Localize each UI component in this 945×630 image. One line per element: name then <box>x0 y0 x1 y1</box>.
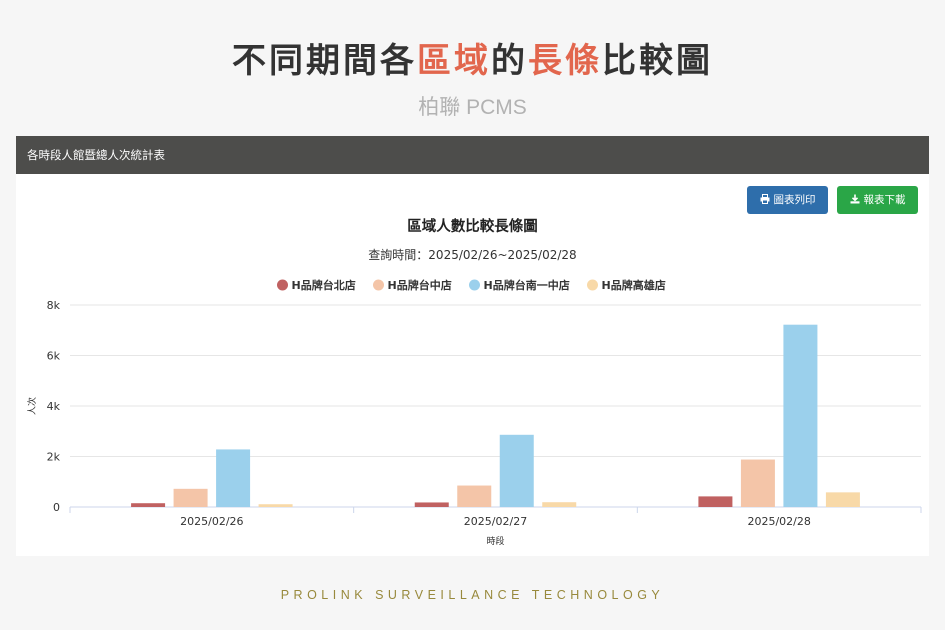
y-tick-label: 6k <box>47 350 61 363</box>
print-button-label: 圖表列印 <box>773 194 816 206</box>
footer-brand: PROLINK SURVEILLANCE TECHNOLOGY <box>280 588 665 602</box>
legend-marker <box>587 279 598 291</box>
print-chart-button[interactable]: 圖表列印 <box>747 186 828 214</box>
title-part-1: 不同期間各 <box>232 41 417 81</box>
y-tick-label: 8k <box>47 299 61 312</box>
chart-title: 區域人數比較長條圖 <box>407 219 538 235</box>
download-report-button[interactable]: 報表下載 <box>837 186 918 214</box>
x-tick-label: 2025/02/27 <box>464 515 527 528</box>
panel-header: 各時段人館暨總人次統計表 <box>16 136 929 174</box>
download-button-label: 報表下載 <box>863 194 906 206</box>
x-axis-title: 時段 <box>486 535 504 547</box>
page-subtitle: 柏聯 PCMS <box>418 96 527 119</box>
bar <box>783 324 818 507</box>
y-tick-label: 0 <box>53 501 60 514</box>
bar <box>740 459 775 507</box>
bar-chart: 0 2k 4k 6k 8k 人次 2025/02/26 2025/02/27 2025/02/2… <box>26 278 922 547</box>
legend-marker <box>373 279 384 291</box>
title-accent-2: 長條 <box>528 41 602 81</box>
y-tick-label: 2k <box>47 451 61 464</box>
x-tick-label: 2025/02/28 <box>747 515 810 528</box>
bar <box>499 434 534 507</box>
bar <box>457 485 492 507</box>
title-part-2: 的 <box>491 41 528 81</box>
legend-label: H品牌台北店 <box>292 278 356 292</box>
bar <box>542 502 577 507</box>
bar <box>173 488 208 507</box>
bar <box>825 492 860 507</box>
bar <box>131 503 166 507</box>
legend-label: H品牌高雄店 <box>602 278 666 292</box>
legend-marker <box>469 279 480 291</box>
title-accent-1: 區域 <box>417 41 491 81</box>
bar <box>414 502 449 507</box>
page-title: 不同期間各區域的長條比較圖 <box>0 34 945 88</box>
legend-marker <box>277 279 288 291</box>
title-part-3: 比較圖 <box>602 41 713 81</box>
y-axis-title: 人次 <box>26 397 38 415</box>
bar <box>216 449 251 507</box>
x-tick-label: 2025/02/26 <box>180 515 243 528</box>
y-tick-label: 4k <box>47 400 61 413</box>
report-panel: 各時段人館暨總人次統計表 圖表列印 報表下載 區域人數比較長條圖 查詢時間：20… <box>16 136 929 556</box>
printer-icon <box>760 194 769 204</box>
bar <box>258 504 293 507</box>
bar <box>698 496 733 507</box>
legend-label: H品牌台中店 <box>388 278 452 292</box>
chart-subtitle: 查詢時間：2025/02/26~2025/02/28 <box>368 248 577 262</box>
download-icon <box>850 194 859 204</box>
legend-label: H品牌台南一中店 <box>484 278 570 292</box>
